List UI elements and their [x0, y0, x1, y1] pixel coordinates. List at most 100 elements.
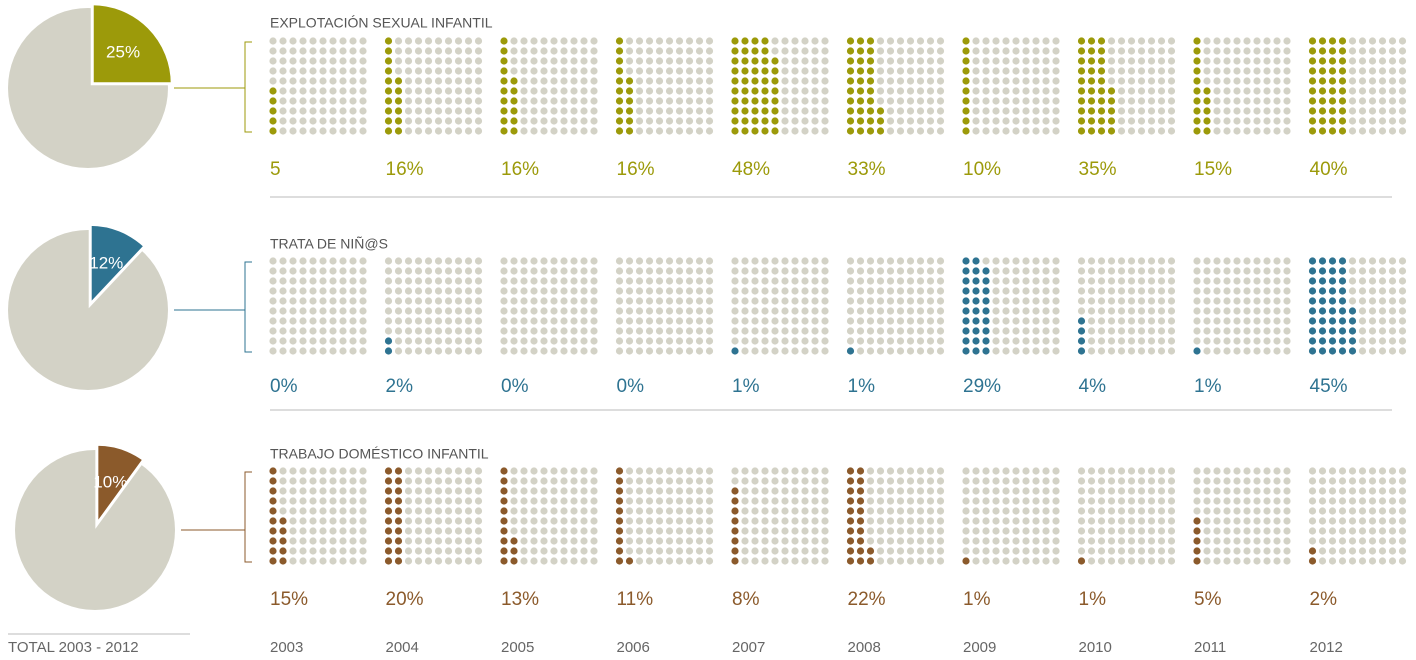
- empty-dot: [1378, 257, 1387, 265]
- empty-dot: [1253, 57, 1261, 65]
- empty-dot: [1022, 117, 1030, 125]
- empty-dot: [972, 507, 980, 515]
- empty-dot: [1348, 277, 1357, 285]
- empty-dot: [1203, 267, 1211, 275]
- empty-dot: [414, 117, 423, 125]
- empty-dot: [675, 47, 684, 55]
- empty-dot: [1283, 477, 1291, 485]
- empty-dot: [1157, 347, 1166, 355]
- filled-dot: [1077, 127, 1086, 135]
- empty-dot: [741, 497, 749, 505]
- empty-dot: [906, 317, 915, 325]
- filled-dot: [384, 77, 393, 85]
- empty-dot: [1097, 497, 1106, 505]
- empty-dot: [349, 107, 357, 115]
- empty-dot: [424, 297, 433, 305]
- waffle-grid: [1193, 37, 1291, 135]
- empty-dot: [590, 277, 598, 285]
- filled-dot: [731, 117, 739, 125]
- empty-dot: [339, 37, 347, 45]
- empty-dot: [906, 87, 915, 95]
- empty-dot: [1378, 507, 1387, 515]
- empty-dot: [731, 267, 739, 275]
- filled-dot: [1077, 337, 1086, 345]
- filled-dot: [856, 527, 865, 535]
- empty-dot: [791, 107, 799, 115]
- empty-dot: [550, 97, 558, 105]
- empty-dot: [520, 107, 528, 115]
- empty-dot: [1012, 107, 1020, 115]
- filled-dot: [269, 107, 277, 115]
- filled-dot: [1328, 267, 1337, 275]
- empty-dot: [1203, 507, 1211, 515]
- empty-dot: [424, 477, 433, 485]
- empty-dot: [454, 37, 463, 45]
- empty-dot: [675, 277, 684, 285]
- empty-dot: [279, 117, 287, 125]
- empty-dot: [1398, 307, 1407, 315]
- empty-dot: [1002, 477, 1010, 485]
- empty-dot: [1157, 507, 1166, 515]
- pie-slice: [90, 2, 174, 86]
- empty-dot: [1308, 507, 1317, 515]
- empty-dot: [1378, 557, 1387, 565]
- filled-dot: [741, 67, 749, 75]
- empty-dot: [1127, 117, 1136, 125]
- filled-dot: [1348, 317, 1357, 325]
- empty-dot: [279, 257, 287, 265]
- empty-dot: [319, 127, 327, 135]
- empty-dot: [1032, 97, 1040, 105]
- filled-dot: [1318, 117, 1327, 125]
- empty-dot: [404, 107, 413, 115]
- empty-dot: [771, 517, 779, 525]
- empty-dot: [635, 527, 644, 535]
- empty-dot: [1167, 557, 1176, 565]
- empty-dot: [1368, 477, 1377, 485]
- empty-dot: [1032, 347, 1040, 355]
- empty-dot: [1223, 297, 1231, 305]
- filled-dot: [1193, 87, 1201, 95]
- empty-dot: [781, 297, 789, 305]
- empty-dot: [1368, 537, 1377, 545]
- empty-dot: [1097, 547, 1106, 555]
- empty-dot: [992, 67, 1000, 75]
- filled-dot: [982, 347, 990, 355]
- empty-dot: [821, 297, 829, 305]
- empty-dot: [500, 277, 508, 285]
- empty-dot: [916, 517, 925, 525]
- filled-dot: [731, 37, 739, 45]
- empty-dot: [319, 117, 327, 125]
- empty-dot: [731, 277, 739, 285]
- empty-dot: [1223, 127, 1231, 135]
- empty-dot: [1283, 277, 1291, 285]
- empty-dot: [279, 127, 287, 135]
- empty-dot: [500, 327, 508, 335]
- empty-dot: [886, 467, 895, 475]
- empty-dot: [1157, 257, 1166, 265]
- empty-dot: [464, 87, 473, 95]
- empty-dot: [665, 67, 674, 75]
- filled-dot: [866, 57, 875, 65]
- empty-dot: [1398, 287, 1407, 295]
- year-label: 2011: [1194, 639, 1226, 656]
- empty-dot: [1042, 297, 1050, 305]
- filled-dot: [394, 467, 403, 475]
- empty-dot: [359, 477, 367, 485]
- empty-dot: [645, 477, 654, 485]
- empty-dot: [665, 507, 674, 515]
- empty-dot: [876, 517, 885, 525]
- empty-dot: [625, 57, 634, 65]
- value-label: 4%: [1079, 376, 1107, 397]
- empty-dot: [1117, 347, 1126, 355]
- empty-dot: [444, 267, 453, 275]
- filled-dot: [1318, 347, 1327, 355]
- empty-dot: [821, 127, 829, 135]
- empty-dot: [580, 77, 588, 85]
- empty-dot: [474, 527, 483, 535]
- empty-dot: [962, 547, 970, 555]
- empty-dot: [741, 327, 749, 335]
- value-label: 13%: [501, 589, 539, 610]
- empty-dot: [1233, 557, 1241, 565]
- value-label: 11%: [617, 589, 654, 610]
- empty-dot: [1097, 317, 1106, 325]
